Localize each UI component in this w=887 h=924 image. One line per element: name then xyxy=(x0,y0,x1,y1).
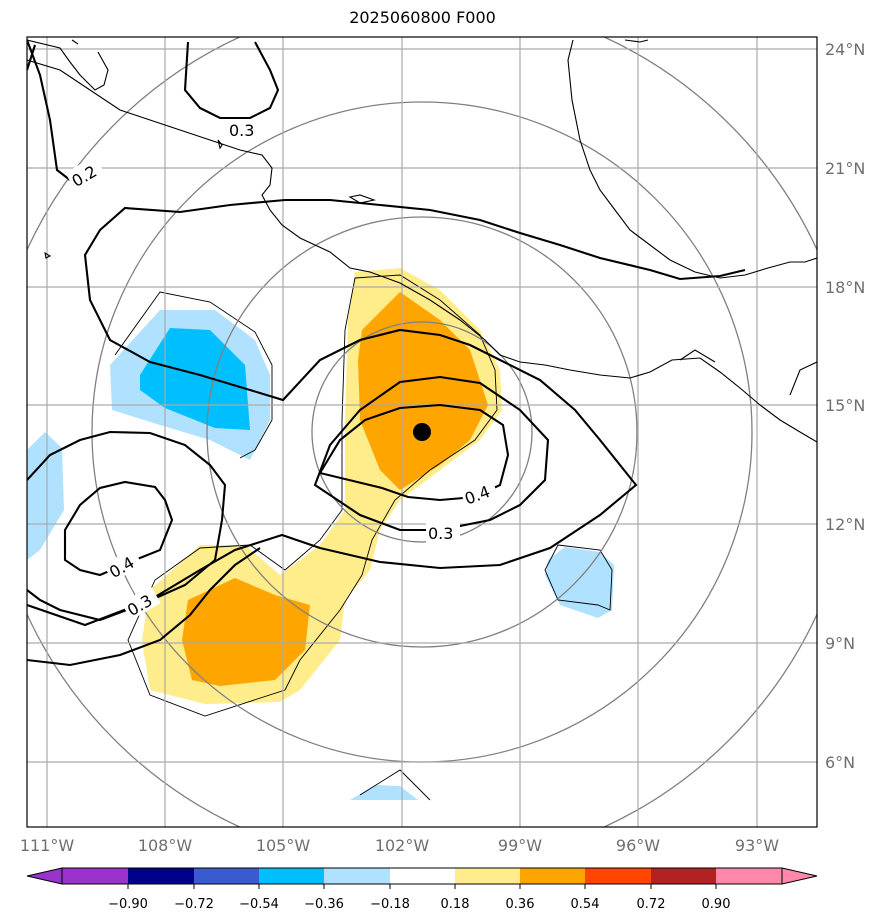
latitude-label: 9°N xyxy=(825,634,855,653)
colorbar-bin xyxy=(194,868,259,884)
colorbar-tick-label: 0.72 xyxy=(637,897,666,912)
negative-shade-south xyxy=(350,785,418,800)
colorbar-tick-label: 0.90 xyxy=(702,897,731,912)
colorbar-bin xyxy=(128,868,194,884)
gridlines xyxy=(27,37,817,827)
contour-label: 0.3 xyxy=(229,121,254,140)
latitude-label: 15°N xyxy=(825,396,865,415)
colorbar-bin xyxy=(62,868,128,884)
positive-shade-south-core xyxy=(182,578,310,686)
longitude-label: 99°W xyxy=(498,836,542,855)
colorbar-bin xyxy=(455,868,520,884)
colorbar-tick-label: −0.90 xyxy=(108,897,148,912)
longitude-label: 96°W xyxy=(616,836,660,855)
colorbar: −0.90 −0.72 −0.54 −0.36 −0.18 0.18 0.36 … xyxy=(26,867,818,912)
latitude-axis: 24°N 21°N 18°N 15°N 12°N 9°N 6°N xyxy=(825,40,865,772)
colorbar-tick-label: −0.36 xyxy=(304,897,344,912)
coastlines xyxy=(27,39,817,443)
colorbar-bin xyxy=(585,868,651,884)
colorbar-bin xyxy=(259,868,324,884)
contour-label: 0.3 xyxy=(428,524,453,543)
negative-shade-edge xyxy=(27,432,64,560)
map-title: 2025060800 F000 xyxy=(349,8,496,27)
colorbar-bin xyxy=(390,868,455,884)
latitude-label: 12°N xyxy=(825,515,865,534)
latitude-label: 24°N xyxy=(825,40,865,59)
colorbar-tick-label: 0.54 xyxy=(571,897,600,912)
storm-center-dot xyxy=(413,423,431,441)
shading-layer xyxy=(27,268,614,800)
colorbar-tick-label: −0.54 xyxy=(239,897,279,912)
colorbar-tick-label: 0.36 xyxy=(506,897,535,912)
longitude-label: 102°W xyxy=(375,836,430,855)
latitude-label: 21°N xyxy=(825,159,865,178)
longitude-label: 108°W xyxy=(138,836,193,855)
colorbar-extend-high xyxy=(781,867,818,885)
colorbar-bin xyxy=(651,868,716,884)
colorbar-bin xyxy=(520,868,585,884)
longitude-label: 105°W xyxy=(256,836,311,855)
colorbar-frame xyxy=(61,867,783,885)
colorbar-tick-label: −0.72 xyxy=(174,897,214,912)
positive-shade-core xyxy=(358,292,488,490)
latitude-label: 18°N xyxy=(825,278,865,297)
colorbar-bin xyxy=(324,868,390,884)
longitude-label: 111°W xyxy=(20,836,75,855)
colorbar-tick-label: −0.18 xyxy=(370,897,410,912)
colorbar-tick-label: 0.18 xyxy=(441,897,470,912)
thick-contours xyxy=(27,39,746,667)
latitude-label: 6°N xyxy=(825,753,855,772)
longitude-axis: 111°W 108°W 105°W 102°W 99°W 96°W 93°W xyxy=(20,836,779,855)
plot-frame xyxy=(26,36,818,828)
colorbar-extend-low xyxy=(26,867,63,885)
colorbar-bin xyxy=(716,868,782,884)
longitude-label: 93°W xyxy=(735,836,779,855)
